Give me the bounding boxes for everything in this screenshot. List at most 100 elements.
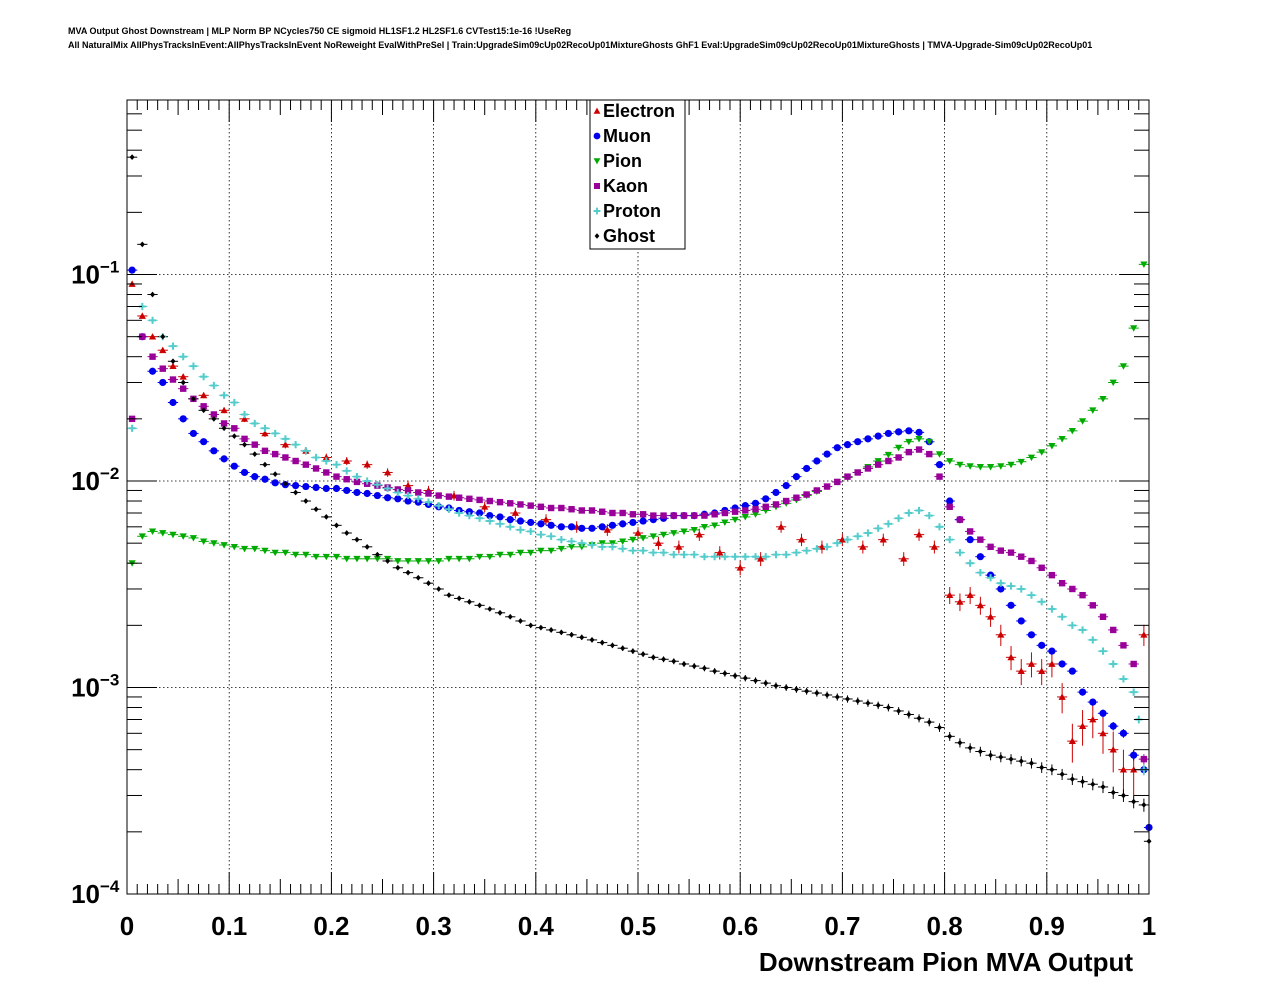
proton-point [302,447,310,455]
ghost-point [1141,802,1147,808]
pion-point [680,528,688,536]
kaon-point [292,457,299,465]
pion-point [700,523,709,531]
kaon-point [885,457,892,465]
proton-point [363,477,371,485]
electron-point [930,543,938,550]
proton-point [1027,591,1036,599]
kaon-point [1028,557,1035,565]
ghost-point [620,645,626,652]
proton-point [823,543,831,551]
proton-point [935,523,944,531]
muon-point [251,473,259,481]
ghost-point [855,698,861,704]
kaon-point [169,376,177,383]
pion-point [486,553,494,561]
muon-point [159,378,167,387]
ghost-point [712,668,718,675]
proton-point [751,553,760,561]
ghost-point [405,569,411,576]
ghost-point [630,648,636,655]
electron-point [1058,693,1066,700]
pion-point [547,547,555,555]
proton-point [925,511,933,520]
muon-point [874,432,882,440]
muon-point [813,457,821,465]
muon-point [639,517,647,525]
legend-label-electron: Electron [603,101,675,121]
kaon-point [353,478,361,486]
ghost-point [548,627,554,633]
electron-point [1078,722,1087,730]
pion-point [925,438,933,446]
kaon-point [680,512,688,519]
ghost-point [609,642,615,649]
kaon-point [609,509,616,517]
muon-point [148,367,157,375]
proton-point [537,531,545,539]
proton-point [148,316,157,324]
muon-point [1119,729,1128,737]
muon-point [966,536,974,544]
muon-point [312,483,320,492]
proton-point [169,342,177,350]
ghost-point [988,752,994,759]
plot-grid [127,100,1149,894]
kaon-point [1110,626,1117,634]
ghost-point [977,748,983,755]
ghost-point [1090,781,1096,788]
x-tick-labels: 0 0.1 0.2 0.3 0.4 0.5 0.6 0.7 0.8 0.9 1 [120,911,1156,941]
electron-point [220,406,228,414]
pion-point [373,555,381,563]
proton-point [854,532,862,540]
muon-point [384,494,392,502]
legend-marker-ghost [594,233,600,239]
electron-point [915,531,923,538]
proton-point [762,553,770,561]
muon-point [353,488,361,497]
proton-point [813,545,821,553]
muon-point [843,441,852,449]
proton-point [445,505,453,513]
pion-point [946,458,954,465]
proton-point [210,381,218,390]
proton-point [465,511,473,520]
pion-point [537,547,545,555]
ghost-point [293,489,299,496]
proton-point [966,559,974,567]
muon-point [1038,641,1046,649]
proton-point [527,527,535,536]
muon-point [373,491,381,500]
pion-point [711,522,719,529]
muon-point [1089,698,1097,706]
kaon-point [588,507,596,514]
pion-point [424,558,433,565]
muon-point [128,266,136,274]
proton-point [506,523,514,531]
kaon-point [1048,571,1056,579]
electron-point [1099,729,1107,737]
ghost-point [242,441,248,448]
kaon-point [987,543,994,551]
kaon-point [517,501,524,508]
proton-point [1119,675,1128,683]
ghost-point [272,471,278,477]
proton-point [1089,636,1097,644]
kaon-point [343,476,350,483]
x-axis-title: Downstream Pion MVA Output [759,947,1133,977]
proton-point [404,491,412,500]
legend-label-ghost: Ghost [603,226,655,246]
proton-point [792,549,801,557]
ghost-point [701,665,707,672]
kaon-point [1007,549,1015,556]
kaon-point [629,511,637,518]
ghost-point [722,670,728,677]
muon-point [210,447,218,455]
pion-point [884,451,892,459]
proton-point [271,429,279,438]
proton-point [946,536,954,544]
muon-point [792,473,801,481]
x-tick-label: 1 [1142,911,1156,941]
proton-point [997,579,1005,587]
